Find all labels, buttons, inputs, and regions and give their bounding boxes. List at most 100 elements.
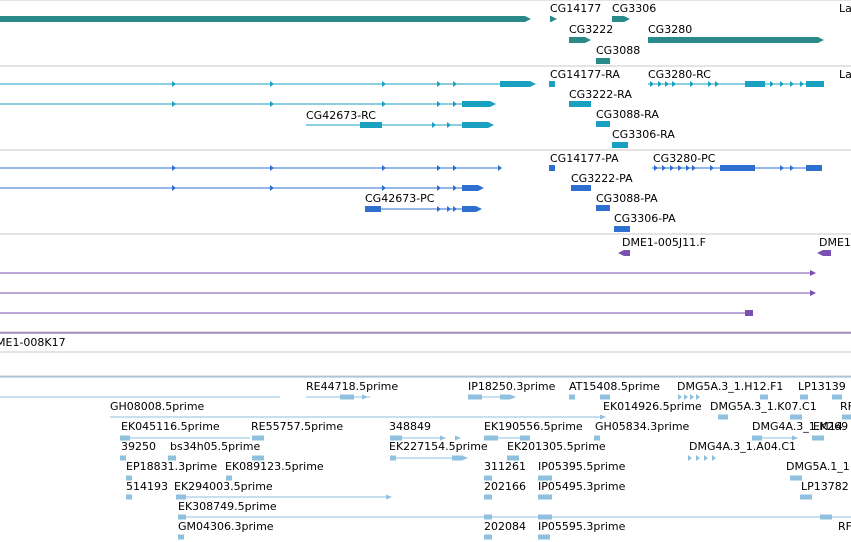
- exon-block: [806, 81, 824, 87]
- exon-block: [549, 165, 555, 171]
- feature-label[interactable]: DMG4A.3_1.M14: [752, 420, 843, 433]
- feature-label[interactable]: EK308749.5prime: [178, 500, 277, 513]
- feature-label[interactable]: CG3280-PC: [653, 152, 716, 165]
- feature-label[interactable]: DMG5A.1_1: [786, 460, 850, 473]
- feature-label[interactable]: 311261: [484, 460, 526, 473]
- exon-block: [612, 142, 628, 148]
- feature-label[interactable]: CG3088-PA: [596, 192, 658, 205]
- strand-arrow: [386, 494, 392, 500]
- feature-label[interactable]: La: [839, 2, 851, 15]
- exon-block: [462, 185, 478, 191]
- feature-label[interactable]: CG3306-RA: [612, 128, 675, 141]
- feature-label[interactable]: IP05395.5prime: [538, 460, 626, 473]
- exon-block: [500, 81, 530, 87]
- feature-label[interactable]: CG42673-RC: [306, 109, 376, 122]
- strand-tick: [382, 81, 386, 87]
- strand-tick: [453, 165, 457, 171]
- feature-label[interactable]: EK014926.5prime: [603, 400, 702, 413]
- exon-block: [745, 81, 765, 87]
- feature-label[interactable]: CG3306: [612, 2, 657, 15]
- feature-label[interactable]: CG14177: [550, 2, 602, 15]
- feature-label[interactable]: GH08008.5prime: [110, 400, 205, 413]
- strand-tick: [715, 81, 719, 87]
- feature-label[interactable]: DME1-005J11.F: [622, 236, 706, 249]
- feature-label[interactable]: DME1: [819, 236, 851, 249]
- strand-tick: [690, 81, 694, 87]
- feature-label[interactable]: CG3088-RA: [596, 108, 659, 121]
- feature-label[interactable]: RE55757.5prime: [251, 420, 344, 433]
- strand-tick: [704, 455, 708, 461]
- strand-arrow: [362, 394, 368, 400]
- strand-tick: [453, 81, 457, 87]
- exon-block: [790, 475, 802, 481]
- exon-block: [745, 310, 753, 316]
- strand-tick: [447, 206, 451, 212]
- feature-label[interactable]: EP18831.3prime: [126, 460, 218, 473]
- feature-label[interactable]: RF: [840, 400, 851, 413]
- feature-label[interactable]: 202084: [484, 520, 526, 533]
- feature-label[interactable]: CG42673-PC: [365, 192, 435, 205]
- strand-tick: [172, 81, 176, 87]
- feature-label[interactable]: EK190556.5prime: [484, 420, 583, 433]
- feature-label[interactable]: CG3306-PA: [614, 212, 676, 225]
- exon-block: [549, 81, 555, 87]
- strand-arrow: [624, 16, 630, 22]
- feature-label[interactable]: IP05495.3prime: [538, 480, 626, 493]
- feature-label[interactable]: bs34h05.5prime: [170, 440, 261, 453]
- exon-block: [648, 37, 818, 43]
- strand-arrow: [817, 250, 823, 256]
- feature-label[interactable]: GH05834.3prime: [595, 420, 690, 433]
- feature-label[interactable]: EK269: [813, 420, 849, 433]
- strand-tick: [662, 165, 666, 171]
- strand-arrow: [810, 290, 816, 296]
- exon-block: [842, 414, 851, 420]
- feature-label[interactable]: 348849: [389, 420, 431, 433]
- feature-label[interactable]: EK294003.5prime: [174, 480, 273, 493]
- feature-label[interactable]: 514193: [126, 480, 168, 493]
- feature-label[interactable]: LP13782: [801, 480, 849, 493]
- feature-label[interactable]: CG3222-RA: [569, 88, 632, 101]
- feature-label[interactable]: La: [839, 68, 851, 81]
- feature-label[interactable]: EK089123.5prime: [225, 460, 324, 473]
- exon-block: [126, 494, 132, 500]
- feature-label[interactable]: EK045116.5prime: [121, 420, 220, 433]
- strand-tick: [678, 394, 682, 400]
- exon-block: [252, 435, 264, 441]
- feature-label[interactable]: ME1-008K17: [0, 336, 66, 349]
- feature-label[interactable]: DMG5A.3_1.H12.F1: [677, 380, 784, 393]
- feature-label[interactable]: IP05595.3prime: [538, 520, 626, 533]
- feature-label[interactable]: IP18250.3prime: [468, 380, 556, 393]
- feature-label[interactable]: DMG5A.3_1.K07.C1: [710, 400, 817, 413]
- feature-label[interactable]: AT15408.5prime: [569, 380, 660, 393]
- feature-label[interactable]: CG3280-RC: [648, 68, 711, 81]
- feature-label[interactable]: CG14177-PA: [550, 152, 619, 165]
- exon-block: [178, 534, 184, 540]
- feature-label[interactable]: CG3088: [596, 44, 641, 57]
- strand-tick: [665, 81, 669, 87]
- feature-label[interactable]: CG3222: [569, 23, 614, 36]
- feature-label[interactable]: CG14177-RA: [550, 68, 620, 81]
- feature-label[interactable]: GM04306.3prime: [178, 520, 274, 533]
- exon-block: [484, 534, 492, 540]
- feature-label[interactable]: 202166: [484, 480, 526, 493]
- strand-tick: [672, 81, 676, 87]
- feature-label[interactable]: DMG4A.3_1.A04.C1: [689, 440, 797, 453]
- feature-label[interactable]: LP13139: [798, 380, 846, 393]
- strand-tick: [710, 165, 714, 171]
- exon-block: [390, 455, 396, 461]
- exon-block: [462, 101, 490, 107]
- feature-label[interactable]: EK201305.5prime: [507, 440, 606, 453]
- feature-label[interactable]: RF: [838, 520, 851, 533]
- feature-label[interactable]: CG3222-PA: [571, 172, 633, 185]
- feature-label[interactable]: EK227154.5prime: [389, 440, 488, 453]
- feature-label[interactable]: RE44718.5prime: [306, 380, 399, 393]
- exon-block: [168, 455, 176, 461]
- feature-label[interactable]: 39250: [121, 440, 156, 453]
- feature-label[interactable]: CG3280: [648, 23, 693, 36]
- strand-tick: [800, 81, 804, 87]
- exon-block: [507, 455, 519, 461]
- exon-block: [820, 514, 832, 520]
- exon-block: [365, 206, 381, 212]
- exon-block: [178, 514, 186, 520]
